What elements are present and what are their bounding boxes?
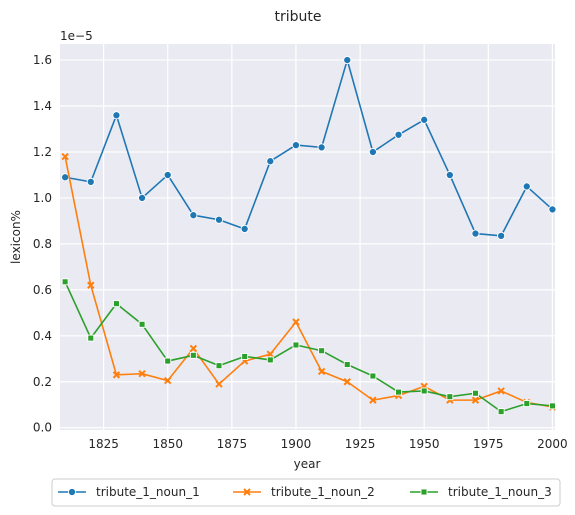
data-point — [317, 367, 326, 376]
y-tick-label: 0.8 — [33, 237, 52, 251]
data-point — [368, 147, 377, 157]
data-point — [164, 357, 172, 365]
data-point — [497, 231, 506, 240]
data-point — [445, 170, 454, 180]
data-point — [472, 389, 479, 397]
data-point — [343, 56, 352, 65]
data-point — [292, 318, 300, 326]
x-tick-label: 1900 — [281, 437, 312, 451]
y-tick-label: 1.6 — [33, 53, 52, 67]
x-axis-label: year — [294, 457, 321, 471]
data-point — [61, 152, 69, 161]
y-tick-label: 0.6 — [33, 283, 52, 297]
data-point — [471, 229, 480, 238]
y-tick-label: 0.4 — [33, 329, 52, 343]
data-point — [497, 387, 505, 395]
y-tick-label: 0.0 — [33, 421, 52, 435]
data-point — [420, 387, 428, 395]
data-point — [241, 353, 249, 360]
legend-entry: tribute_1_noun_2 — [233, 485, 375, 499]
data-point — [548, 402, 556, 410]
data-point — [291, 141, 301, 150]
data-point — [61, 278, 69, 286]
x-tick-label: 1975 — [473, 437, 504, 451]
data-point — [87, 334, 95, 342]
data-point — [214, 215, 224, 224]
data-point — [369, 396, 377, 404]
series-layer — [61, 56, 557, 416]
x-tick-label: 1875 — [217, 437, 248, 451]
data-point — [317, 143, 326, 152]
y-tick-label: 0.2 — [33, 375, 52, 389]
data-point — [343, 361, 351, 368]
data-point — [266, 356, 274, 364]
data-point — [164, 376, 172, 385]
data-point — [522, 182, 531, 191]
data-point — [138, 320, 146, 328]
data-point — [471, 396, 480, 404]
data-point — [420, 488, 428, 496]
series-tribute_1_noun_1 — [61, 56, 557, 240]
x-tick-label: 1950 — [409, 437, 440, 451]
data-point — [369, 372, 377, 380]
series-line — [64, 156, 553, 408]
data-point — [343, 378, 351, 386]
legend-label: tribute_1_noun_2 — [271, 485, 375, 499]
data-point — [420, 115, 429, 124]
data-point — [318, 347, 326, 355]
data-point — [163, 170, 172, 180]
data-point — [394, 130, 403, 139]
plot-background — [60, 44, 555, 430]
data-point — [138, 193, 147, 202]
legend: tribute_1_noun_1 tribute_1_noun_2 tribute_… — [51, 478, 561, 507]
data-point — [87, 281, 95, 289]
legend-entry: tribute_1_noun_1 — [58, 485, 200, 499]
legend-label: tribute_1_noun_3 — [448, 485, 552, 499]
data-point — [215, 380, 223, 388]
data-point — [112, 300, 120, 308]
data-point — [189, 211, 198, 220]
data-point — [215, 362, 223, 370]
series-line — [64, 59, 553, 237]
series-tribute_1_noun_3 — [61, 278, 556, 416]
y-axis-ticks: 0.0 0.2 0.4 0.6 0.8 1.0 1.2 1.4 1.6 — [33, 53, 52, 435]
data-point — [395, 388, 402, 396]
legend-frame — [51, 478, 561, 507]
legend-entry: tribute_1_noun_3 — [410, 485, 552, 499]
y-axis-label: lexicon% — [9, 210, 23, 264]
y-tick-label: 1.4 — [33, 99, 52, 113]
data-point — [548, 205, 557, 214]
data-point — [446, 393, 454, 401]
chart-title: tribute — [275, 9, 322, 25]
data-point — [138, 370, 146, 378]
x-tick-label: 1825 — [88, 437, 119, 451]
data-point — [266, 350, 275, 358]
series-line — [64, 281, 553, 413]
data-point — [243, 488, 251, 496]
data-point — [189, 344, 198, 353]
x-axis-ticks: 1825 1850 1875 1900 1925 1950 1975 2000 — [88, 437, 567, 451]
legend-label: tribute_1_noun_1 — [96, 485, 200, 499]
data-point — [112, 111, 121, 120]
x-tick-label: 1850 — [152, 437, 183, 451]
x-tick-label: 1925 — [345, 437, 376, 451]
y-tick-label: 1.2 — [33, 145, 52, 159]
data-point — [112, 371, 121, 379]
y-tick-label: 1.0 — [33, 191, 52, 205]
data-point — [61, 173, 70, 182]
data-point — [266, 157, 275, 166]
data-point — [292, 341, 300, 349]
data-point — [189, 351, 197, 359]
y-offset-label: 1e−5 — [60, 29, 93, 43]
data-point — [67, 487, 77, 497]
data-point — [86, 177, 95, 186]
data-point — [523, 400, 531, 408]
data-point — [497, 408, 505, 416]
x-tick-label: 2000 — [537, 437, 568, 451]
data-point — [240, 224, 249, 234]
grid-lines — [60, 44, 555, 430]
